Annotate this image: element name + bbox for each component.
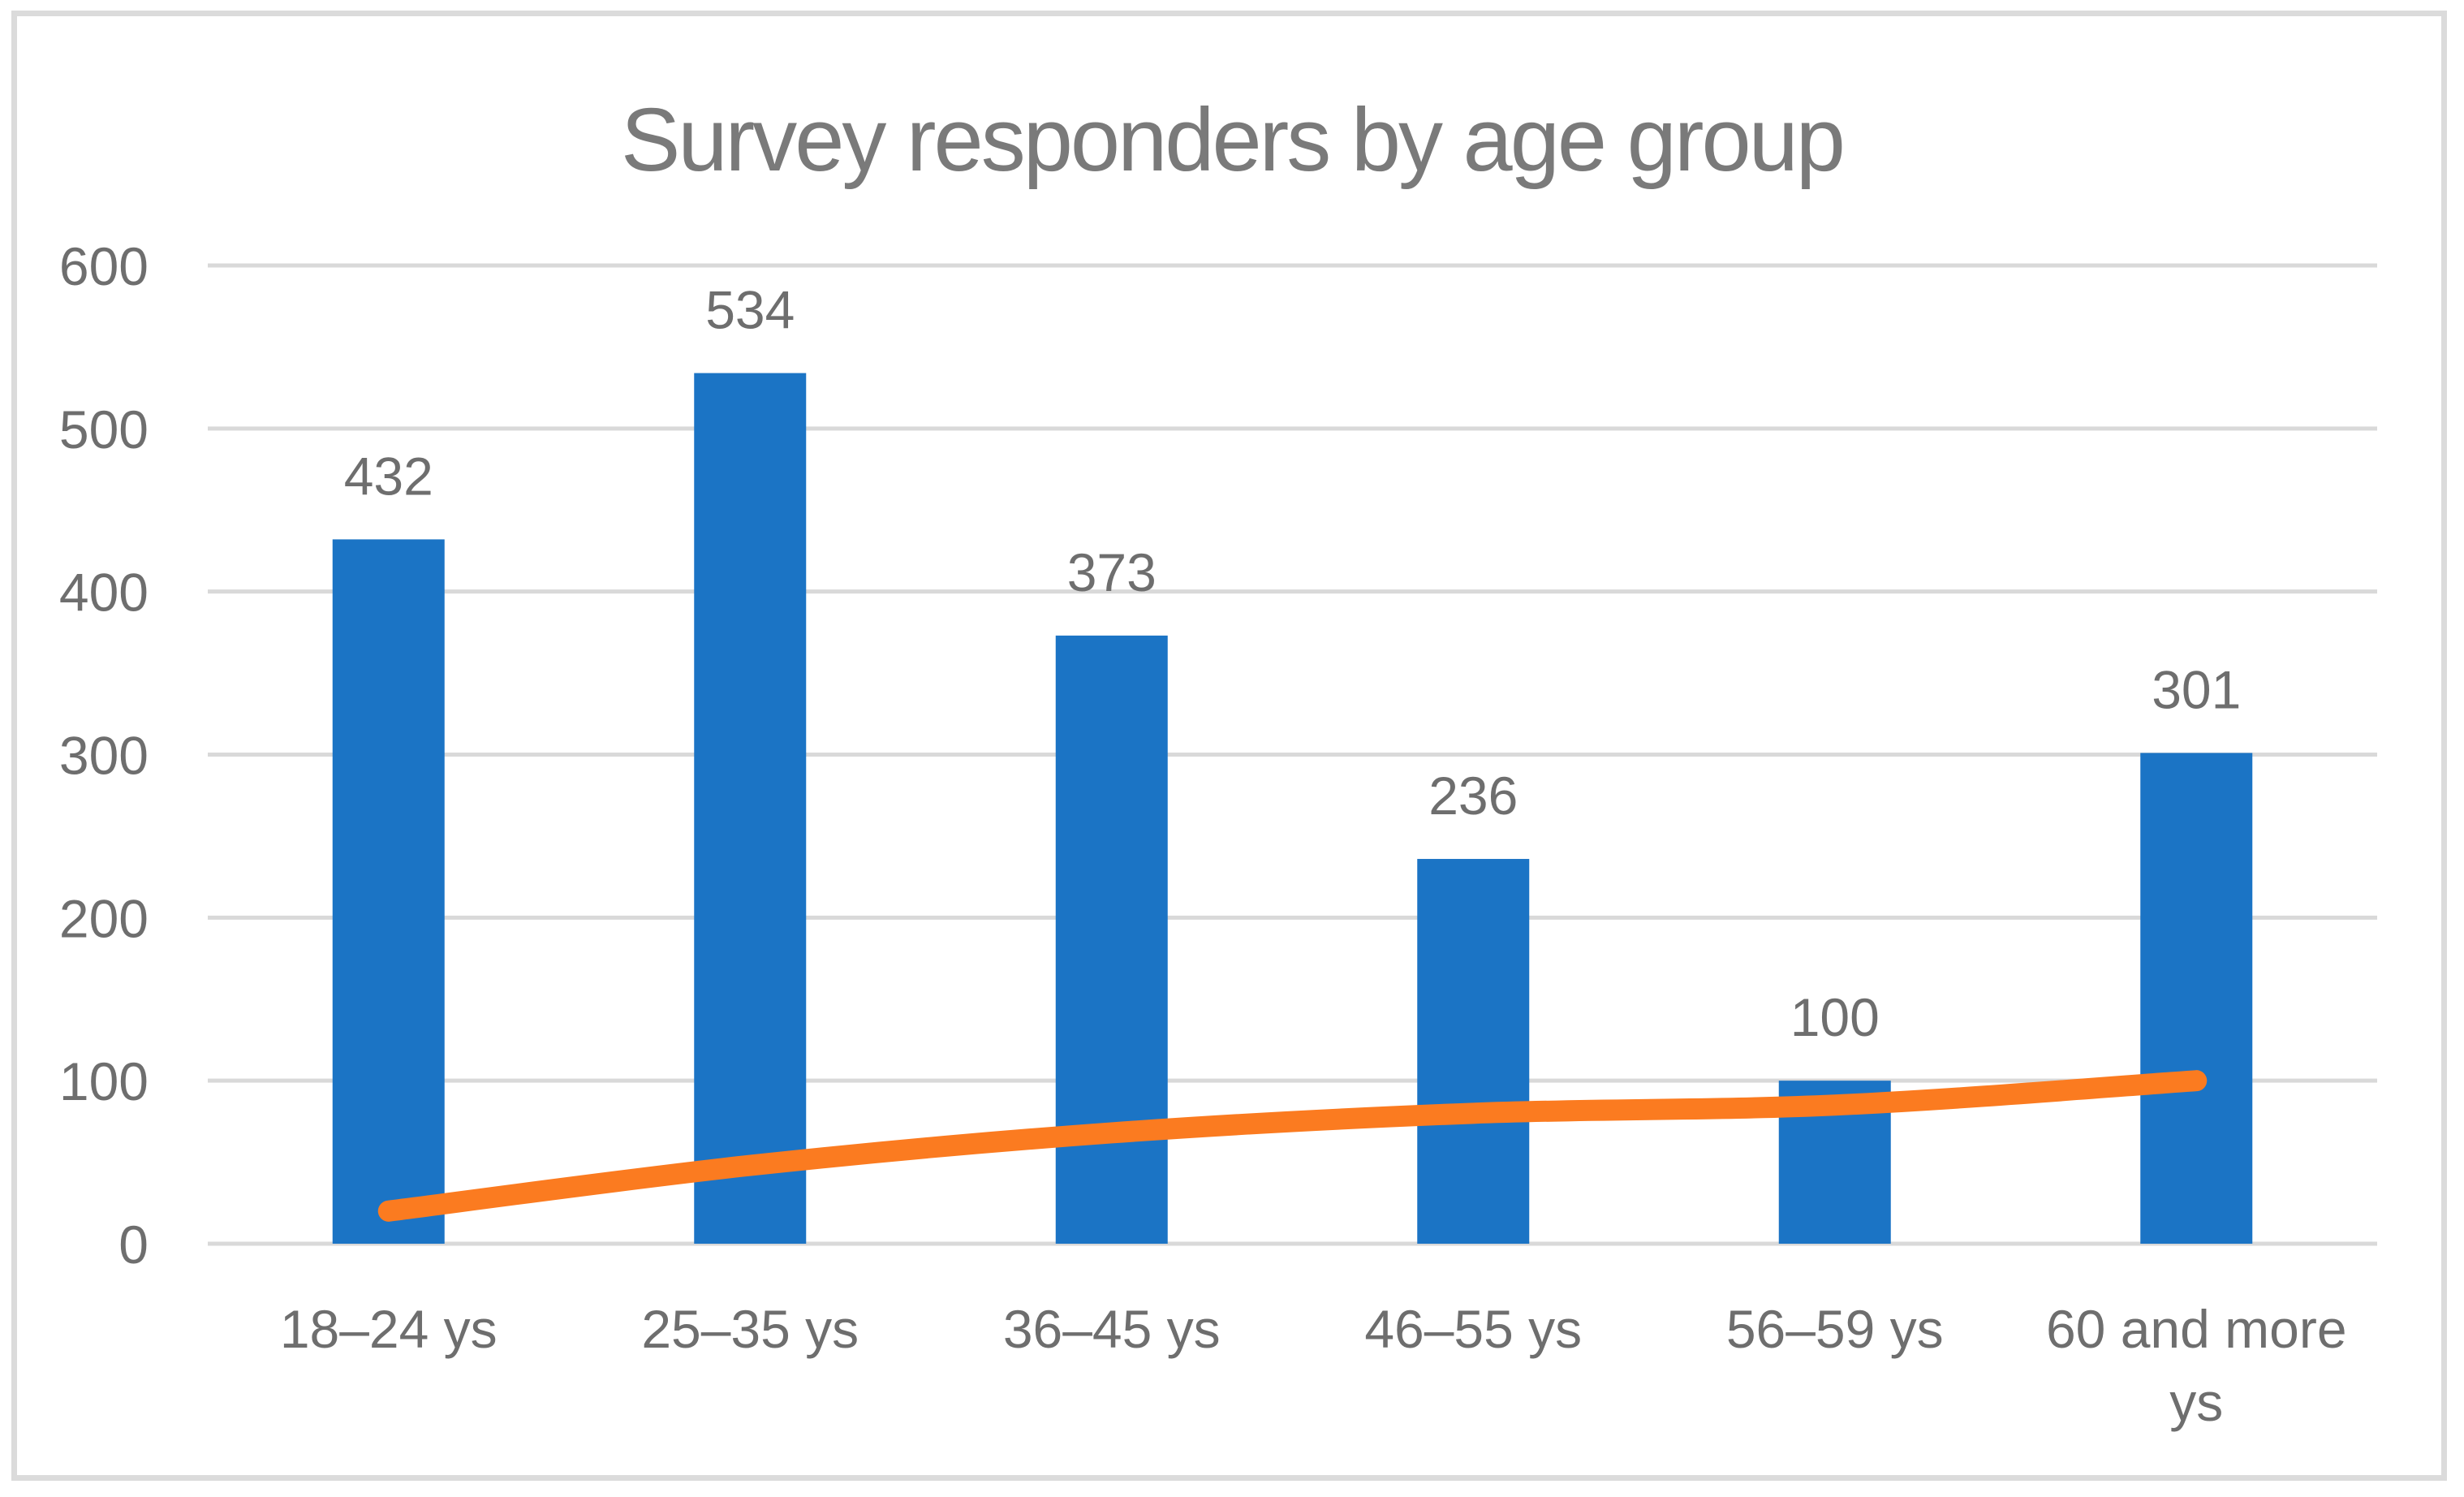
bar-data-label: 236	[1428, 766, 1518, 826]
bar-data-label: 373	[1067, 542, 1157, 602]
bar-data-label: 534	[705, 280, 795, 340]
y-tick-label: 300	[59, 726, 149, 786]
bar	[2140, 753, 2253, 1244]
bar	[694, 373, 807, 1244]
bar-data-label: 100	[1790, 987, 1880, 1047]
category-label: 25–35 ys	[641, 1299, 859, 1359]
bar	[1055, 635, 1168, 1244]
bar-data-label: 432	[344, 446, 433, 506]
trend-line-path	[377, 1070, 2208, 1222]
bar-data-label: 301	[2152, 659, 2241, 719]
y-tick-label: 500	[59, 399, 149, 459]
category-label: 18–24 ys	[280, 1299, 498, 1359]
category-label: 60 and more	[2046, 1299, 2347, 1359]
bar	[1417, 859, 1530, 1244]
category-label: ys	[2169, 1372, 2223, 1432]
y-tick-label: 600	[59, 236, 149, 296]
category-label: 46–55 ys	[1364, 1299, 1582, 1359]
chart-title: Survey responders by age group	[621, 90, 1846, 190]
y-tick-label: 100	[59, 1051, 149, 1111]
y-tick-label: 400	[59, 563, 149, 623]
bar	[332, 539, 445, 1244]
y-tick-label: 200	[59, 888, 149, 948]
category-label: 36–45 ys	[1003, 1299, 1221, 1359]
category-label: 56–59 ys	[1726, 1299, 1944, 1359]
y-tick-label: 0	[118, 1214, 149, 1275]
